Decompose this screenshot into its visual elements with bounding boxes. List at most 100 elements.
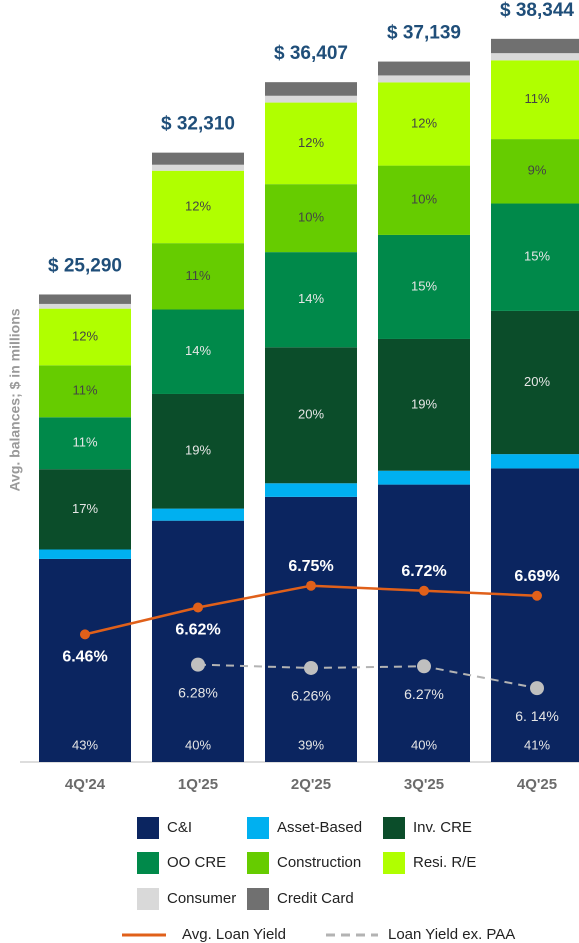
bar-segment	[39, 558, 131, 762]
segment-label: 9%	[528, 163, 547, 178]
line-label: 6.26%	[291, 688, 331, 704]
bar-segment	[491, 468, 579, 762]
line-marker	[193, 602, 203, 613]
bar-segment	[39, 303, 131, 309]
legend-label: Inv. CRE	[413, 819, 472, 836]
legend-label: Construction	[277, 854, 361, 871]
legend-swatch	[137, 888, 159, 910]
bar-segment	[491, 203, 579, 311]
legend-label: C&I	[167, 819, 192, 836]
bar-segment	[152, 243, 244, 310]
line-label: 6. 14%	[515, 708, 559, 724]
bar-segment	[152, 393, 244, 509]
line-label: 6.28%	[178, 684, 218, 700]
legend-label: Avg. Loan Yield	[182, 926, 286, 943]
line-label: 6.72%	[401, 563, 446, 580]
line-marker	[304, 660, 318, 675]
bar-segment	[152, 152, 244, 165]
bar-segment	[152, 164, 244, 171]
segment-label: 19%	[411, 396, 437, 411]
segment-label: 15%	[411, 278, 437, 293]
bar-segment	[265, 496, 357, 762]
total-label: $ 38,344	[500, 0, 574, 21]
segment-label: 11%	[524, 91, 549, 106]
line-marker	[417, 659, 431, 674]
total-label: $ 32,310	[161, 114, 235, 135]
bar-segment	[378, 82, 470, 166]
segment-label: 12%	[411, 115, 437, 130]
legend-label: Asset-Based	[277, 819, 362, 836]
line-label: 6.62%	[175, 622, 220, 639]
line-label: 6.27%	[404, 686, 444, 702]
bar-segment	[491, 38, 579, 54]
segment-label: 11%	[72, 435, 97, 450]
bar-segment	[491, 60, 579, 140]
legend-swatch	[383, 852, 405, 874]
bar-segment	[265, 483, 357, 497]
legend-label: Loan Yield ex. PAA	[388, 926, 515, 943]
line-marker	[530, 681, 544, 696]
bar-segment	[378, 484, 470, 762]
segment-label: 39%	[298, 737, 324, 752]
bar-segment	[378, 61, 470, 76]
segment-label: 10%	[411, 192, 437, 207]
bar-segment	[265, 347, 357, 484]
x-tick-label: 3Q'25	[404, 776, 444, 793]
x-tick-label: 4Q'24	[65, 776, 106, 793]
bar-segment	[491, 53, 579, 61]
legend-label: OO CRE	[167, 854, 226, 871]
segment-label: 10%	[298, 210, 324, 225]
bar-segment	[39, 365, 131, 418]
bar-segment	[491, 139, 579, 204]
segment-label: 15%	[524, 249, 550, 264]
legend-swatch	[247, 817, 269, 839]
line-label: 6.75%	[288, 558, 333, 575]
segment-label: 12%	[72, 328, 98, 343]
x-tick-label: 1Q'25	[178, 776, 218, 793]
bar-segment	[152, 309, 244, 394]
bar-segment	[265, 95, 357, 103]
segment-label: 40%	[185, 737, 211, 752]
total-label: $ 36,407	[274, 43, 348, 64]
bar-segment	[378, 75, 470, 83]
segment-label: 14%	[185, 343, 211, 358]
segment-label: 11%	[72, 383, 97, 398]
segment-label: 12%	[185, 198, 211, 213]
bar-segment	[265, 252, 357, 348]
bar-segment	[265, 184, 357, 253]
bar-segment	[491, 454, 579, 469]
segment-label: 12%	[298, 135, 324, 150]
segment-label: 40%	[411, 737, 437, 752]
bar-segment	[378, 234, 470, 339]
line-marker	[532, 590, 542, 601]
legend-label: Consumer	[167, 890, 236, 907]
legend-label: Resi. R/E	[413, 854, 476, 871]
segment-label: 43%	[72, 737, 98, 752]
bar-segment	[39, 308, 131, 366]
total-label: $ 37,139	[387, 23, 461, 44]
legend-swatch	[383, 817, 405, 839]
line-marker	[80, 629, 90, 640]
bar-segment	[152, 520, 244, 762]
legend-swatch	[247, 888, 269, 910]
legend-swatch	[137, 852, 159, 874]
total-label: $ 25,290	[48, 255, 122, 276]
bar-segment	[491, 310, 579, 455]
segment-label: 41%	[524, 737, 550, 752]
legend-swatch	[137, 817, 159, 839]
x-tick-label: 4Q'25	[517, 776, 557, 793]
bar-segment	[265, 102, 357, 185]
bar-segment	[378, 338, 470, 471]
segment-label: 20%	[298, 407, 324, 422]
line-marker	[306, 580, 316, 591]
legend-swatch	[247, 852, 269, 874]
line-label: 6.46%	[62, 649, 107, 666]
line-label: 6.69%	[514, 568, 559, 585]
bar-segment	[378, 470, 470, 485]
segment-label: 11%	[185, 268, 210, 283]
segment-label: 14%	[298, 291, 324, 306]
bar-segment	[39, 294, 131, 304]
bar-segment	[265, 82, 357, 96]
line-marker	[419, 585, 429, 596]
